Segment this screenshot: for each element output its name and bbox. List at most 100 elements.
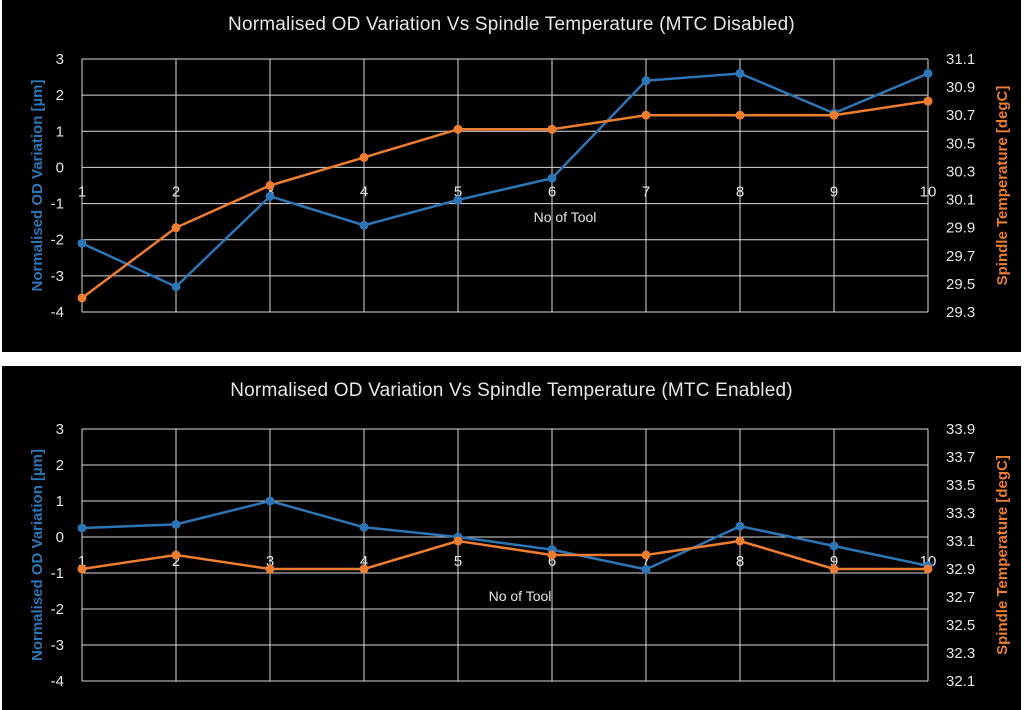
- od-variation-data-point: [171, 282, 181, 292]
- chart-svg: 3210-1-2-3-433.933.733.533.333.132.932.7…: [29, 421, 1011, 690]
- x-tick-label: 3: [266, 553, 274, 570]
- od-variation-data-point: [77, 238, 87, 248]
- temperature-data-point: [829, 110, 839, 120]
- y-tick-label: 0: [56, 529, 64, 546]
- y-tick-label: -2: [51, 601, 64, 618]
- x-tick-label: 10: [920, 183, 937, 200]
- od-variation-data-point: [453, 195, 463, 205]
- temperature-series-line: [81, 539, 928, 571]
- x-tick-label: 1: [78, 553, 86, 570]
- y2-tick-label: 33.3: [946, 505, 975, 522]
- y-tick-label: -4: [51, 304, 64, 321]
- od-variation-data-point: [171, 519, 181, 529]
- y-tick-label: -1: [51, 565, 64, 582]
- temperature-data-point: [453, 124, 463, 134]
- x-tick-label: 4: [360, 553, 368, 570]
- temperature-data-point: [923, 96, 933, 106]
- temperature-data-point: [641, 550, 651, 560]
- y-tick-label: -3: [51, 268, 64, 285]
- x-tick-label: 9: [830, 553, 838, 570]
- temperature-data-point: [735, 110, 745, 120]
- y2-tick-label: 32.3: [946, 645, 975, 662]
- od-variation-data-point: [77, 523, 87, 533]
- temperature-data-point: [77, 564, 87, 574]
- x-tick-label: 6: [548, 553, 556, 570]
- y2-tick-label: 32.7: [946, 589, 975, 606]
- x-tick-label: 5: [454, 553, 462, 570]
- y2-tick-label: 30.5: [946, 135, 975, 152]
- y2-axis-title: Spindle Temperature [degC]: [994, 86, 1011, 286]
- temperature-data-point: [171, 223, 181, 233]
- chart-title: Normalised OD Variation Vs Spindle Tempe…: [230, 380, 793, 401]
- x-tick-label: 6: [548, 183, 556, 200]
- od-variation-data-point: [735, 68, 745, 78]
- chart-panel-mtc-disabled: Normalised OD Variation Vs Spindle Tempe…: [2, 0, 1021, 352]
- x-tick-label: 7: [642, 183, 650, 200]
- y2-tick-label: 30.7: [946, 107, 975, 124]
- y2-tick-label: 29.5: [946, 276, 975, 293]
- od-variation-data-point: [265, 496, 275, 506]
- y2-tick-label: 32.5: [946, 617, 975, 634]
- y2-tick-label: 32.9: [946, 561, 975, 578]
- temperature-data-point: [923, 564, 933, 574]
- od-variation-data-point: [641, 564, 651, 574]
- y-tick-label: 2: [56, 457, 64, 474]
- od-variation-data-point: [359, 220, 369, 230]
- y2-tick-label: 33.9: [946, 421, 975, 438]
- x-tick-label: 2: [172, 183, 180, 200]
- y-tick-label: 3: [56, 421, 64, 438]
- temperature-data-point: [265, 564, 275, 574]
- y2-tick-label: 33.1: [946, 533, 975, 550]
- od-variation-data-point: [923, 68, 933, 78]
- temperature-data-point: [547, 124, 557, 134]
- y2-tick-label: 30.3: [946, 163, 975, 180]
- x-tick-label: 7: [642, 553, 650, 570]
- y-tick-label: -3: [51, 637, 64, 654]
- od-variation-data-point: [829, 541, 839, 551]
- temperature-data-point: [829, 564, 839, 574]
- x-tick-label: 2: [172, 553, 180, 570]
- y2-tick-label: 30.1: [946, 192, 975, 209]
- temperature-data-point: [735, 536, 745, 546]
- y-tick-label: 0: [56, 159, 64, 176]
- y2-axis-title: Spindle Temperature [degC]: [994, 455, 1011, 655]
- x-axis-title: No of Tool: [534, 209, 597, 225]
- y2-tick-label: 33.5: [946, 477, 975, 494]
- y2-tick-label: 29.7: [946, 248, 975, 265]
- temperature-data-point: [77, 293, 87, 303]
- y-tick-label: 1: [56, 123, 64, 140]
- od-variation-series-line: [81, 499, 929, 571]
- od-variation-data-point: [547, 173, 557, 183]
- od-variation-data-point: [359, 522, 369, 532]
- od-variation-series-line: [81, 72, 929, 288]
- temperature-data-point: [359, 564, 369, 574]
- x-tick-label: 5: [454, 183, 462, 200]
- x-axis-title: No of Tool: [489, 588, 552, 604]
- temperature-data-point: [171, 550, 181, 560]
- chart-panel-mtc-enabled: Normalised OD Variation Vs Spindle Tempe…: [2, 366, 1021, 710]
- temperature-data-point: [453, 536, 463, 546]
- y2-tick-label: 32.1: [946, 673, 975, 690]
- y-tick-label: 3: [56, 51, 64, 68]
- y2-tick-label: 33.7: [946, 449, 975, 466]
- y2-tick-label: 30.9: [946, 79, 975, 96]
- chart-svg: 3210-1-2-3-431.130.930.730.530.330.129.9…: [29, 51, 1011, 321]
- od-variation-data-point: [641, 76, 651, 86]
- chart-title: Normalised OD Variation Vs Spindle Tempe…: [228, 14, 795, 35]
- temperature-data-point: [359, 152, 369, 162]
- y-tick-label: -2: [51, 232, 64, 249]
- temperature-data-point: [265, 181, 275, 190]
- temperature-data-point: [641, 110, 651, 120]
- y-tick-label: 1: [56, 493, 64, 510]
- y-tick-label: 2: [56, 87, 64, 104]
- y-tick-label: -1: [51, 196, 64, 213]
- y-axis-title: Normalised OD Variation [µm]: [29, 449, 46, 661]
- y-tick-label: -4: [51, 673, 64, 690]
- od-variation-data-point: [735, 521, 745, 531]
- temperature-series-line: [81, 99, 929, 299]
- y2-tick-label: 29.3: [946, 304, 975, 321]
- od-variation-data-point: [265, 191, 275, 201]
- y2-tick-label: 31.1: [946, 51, 975, 68]
- x-tick-label: 8: [736, 183, 744, 200]
- y-axis-title: Normalised OD Variation [µm]: [29, 79, 46, 291]
